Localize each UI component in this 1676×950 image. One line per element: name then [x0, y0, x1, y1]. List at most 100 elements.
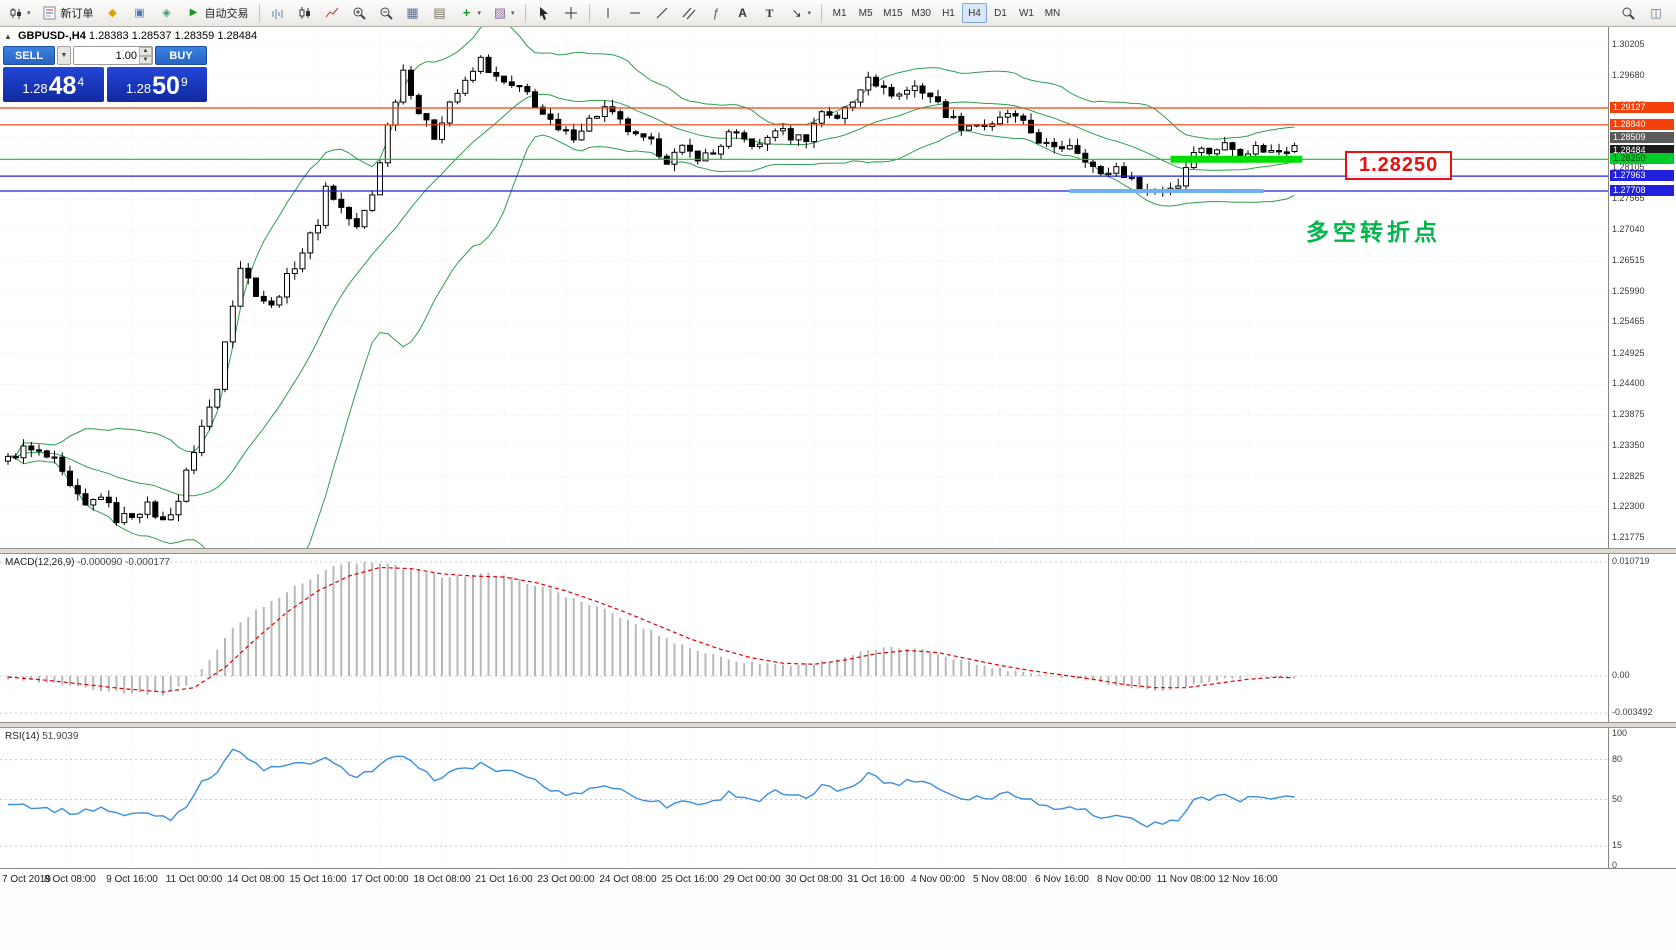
- timeframe-button-D1[interactable]: D1: [988, 3, 1013, 23]
- candlestick-button[interactable]: [292, 2, 318, 24]
- macd-chart[interactable]: [0, 554, 1608, 722]
- new-order-button[interactable]: 新订单: [37, 2, 99, 24]
- price-scale-label: 1.23350: [1612, 439, 1645, 450]
- channel-button[interactable]: [676, 2, 702, 24]
- timeframe-button-H1[interactable]: H1: [936, 3, 961, 23]
- zoom-out-icon: [378, 5, 394, 21]
- sell-price-pips: 48: [48, 72, 77, 100]
- ask-price-tag: 1.28509: [1610, 132, 1674, 144]
- macd-scale[interactable]: 0.010719 0.00 -0.003492: [1608, 554, 1676, 722]
- price-annotation-box[interactable]: 1.28250: [1345, 151, 1453, 180]
- metaeditor-icon: ◆: [108, 7, 117, 19]
- time-axis[interactable]: 7 Oct 2019 8 Oct 08:00 9 Oct 16:00 11 Oct 0…: [0, 868, 1676, 950]
- fibonacci-icon: ƒ: [712, 6, 719, 20]
- line-chart-button[interactable]: [319, 2, 345, 24]
- panel-separator[interactable]: [0, 548, 1676, 554]
- bid-price-tag: 1.28484: [1610, 144, 1674, 156]
- volume-dropdown-button[interactable]: ▼: [57, 46, 71, 65]
- price-scale[interactable]: 1.302051.296801.291551.286301.281051.275…: [1608, 27, 1676, 548]
- sell-button[interactable]: SELL: [3, 46, 55, 65]
- horizontal-line-icon: [627, 5, 643, 21]
- arrows-button[interactable]: ↘ ▾: [784, 2, 817, 24]
- time-axis-label: 4 Nov 00:00: [911, 874, 965, 885]
- turning-point-annotation[interactable]: 多空转折点: [1306, 219, 1441, 245]
- zoom-in-button[interactable]: [346, 2, 372, 24]
- indicators-button[interactable]: + ▾: [454, 2, 487, 24]
- tile-windows-button[interactable]: ▦: [400, 2, 426, 24]
- bar-chart-button[interactable]: [265, 2, 291, 24]
- price-scale-label: 1.30205: [1612, 39, 1645, 49]
- text-label-button[interactable]: T: [757, 2, 783, 24]
- timeframe-button-M1[interactable]: M1: [827, 3, 852, 23]
- one-click-trading-panel: SELL ▼ ▲ ▼ BUY 1.28 48 4 1.2: [3, 46, 207, 102]
- caret-down-icon: ▾: [27, 10, 31, 17]
- terminal-button[interactable]: ▣: [127, 2, 153, 24]
- volume-input[interactable]: [74, 47, 152, 64]
- timeframe-button-W1[interactable]: W1: [1014, 3, 1039, 23]
- price-scale-label: 1.28105: [1612, 161, 1645, 172]
- fibonacci-button[interactable]: ƒ: [703, 2, 729, 24]
- toolbar-separator: [588, 4, 590, 22]
- buy-price-point: 9: [180, 75, 188, 89]
- time-axis-label: 25 Oct 16:00: [661, 874, 719, 885]
- timeframe-button-H4[interactable]: H4: [961, 3, 987, 23]
- time-axis-label: 31 Oct 16:00: [847, 874, 905, 885]
- price-chart[interactable]: [0, 27, 1608, 548]
- price-scale-label: 1.27565: [1612, 193, 1645, 204]
- volume-down-button[interactable]: ▼: [139, 55, 152, 64]
- time-axis-label: 14 Oct 08:00: [227, 874, 285, 885]
- time-axis-label: 21 Oct 16:00: [475, 874, 533, 885]
- trendline-icon: [654, 5, 670, 21]
- zoom-out-button[interactable]: [373, 2, 399, 24]
- rsi-grid: [7, 728, 1249, 868]
- indicators-plus-icon: +: [462, 5, 471, 20]
- new-chart-button[interactable]: ▾: [3, 2, 36, 24]
- price-scale-label: 1.24925: [1612, 347, 1645, 358]
- terminal-icon: ▣: [134, 7, 145, 19]
- cascade-windows-button[interactable]: ▤: [427, 2, 453, 24]
- crosshair-button[interactable]: [558, 2, 584, 24]
- buy-price-pips: 50: [152, 72, 180, 100]
- timeframe-button-MN[interactable]: MN: [1040, 3, 1065, 23]
- vertical-line-button[interactable]: [595, 2, 621, 24]
- one-click-toggle-icon[interactable]: ▲: [4, 32, 12, 41]
- price-chart-panel: ▲ GBPUSD-,H4 1.28383 1.28537 1.28359 1.2…: [0, 27, 1676, 548]
- strategy-tester-button[interactable]: ◈: [154, 2, 180, 24]
- rsi-scale[interactable]: 100 80 50 15 0: [1608, 728, 1676, 870]
- macd-name: MACD(12,26,9): [5, 557, 75, 568]
- sell-price-display[interactable]: 1.28 48 4: [3, 67, 104, 102]
- rsi-value: 51.9039: [42, 731, 79, 742]
- chart-header: ▲ GBPUSD-,H4 1.28383 1.28537 1.28359 1.2…: [4, 30, 257, 42]
- volume-field: ▲ ▼: [73, 46, 153, 65]
- trendline-button[interactable]: [649, 2, 675, 24]
- volume-spinner: ▲ ▼: [139, 47, 152, 64]
- caret-down-icon: ▾: [511, 10, 515, 17]
- text-button[interactable]: A: [730, 2, 756, 24]
- search-button[interactable]: [1615, 2, 1641, 24]
- autotrading-label: 自动交易: [204, 8, 249, 20]
- buy-price-display[interactable]: 1.28 50 9: [106, 67, 207, 102]
- level-price-tag: 1.29127: [1610, 102, 1674, 114]
- time-axis-label: 8 Oct 08:00: [44, 874, 96, 885]
- text-icon: A: [738, 6, 747, 20]
- cursor-button[interactable]: [531, 2, 557, 24]
- search-icon: [1620, 5, 1636, 21]
- rsi-scale-label: 50: [1612, 793, 1623, 804]
- autotrading-button[interactable]: ▶ 自动交易: [181, 2, 254, 24]
- rsi-chart[interactable]: [0, 728, 1608, 868]
- bollinger-lower-line: [7, 130, 1295, 548]
- macd-panel: MACD(12,26,9) -0.000090 -0.000177 0.0107…: [0, 554, 1676, 722]
- time-axis-label: 11 Nov 08:00: [1156, 874, 1216, 885]
- panel-separator[interactable]: [0, 722, 1676, 728]
- rsi-scale-label: 80: [1612, 753, 1623, 764]
- objects-list-button[interactable]: ▨ ▾: [487, 2, 520, 24]
- timeframe-button-M15[interactable]: M15: [879, 3, 906, 23]
- buy-button[interactable]: BUY: [155, 46, 207, 65]
- macd-scale-label: 0.00: [1612, 670, 1630, 680]
- volume-up-button[interactable]: ▲: [139, 47, 152, 56]
- horizontal-line-button[interactable]: [622, 2, 648, 24]
- window-list-button[interactable]: ◫: [1643, 2, 1669, 24]
- timeframe-button-M5[interactable]: M5: [853, 3, 878, 23]
- metaeditor-button[interactable]: ◆: [100, 2, 126, 24]
- timeframe-button-M30[interactable]: M30: [908, 3, 935, 23]
